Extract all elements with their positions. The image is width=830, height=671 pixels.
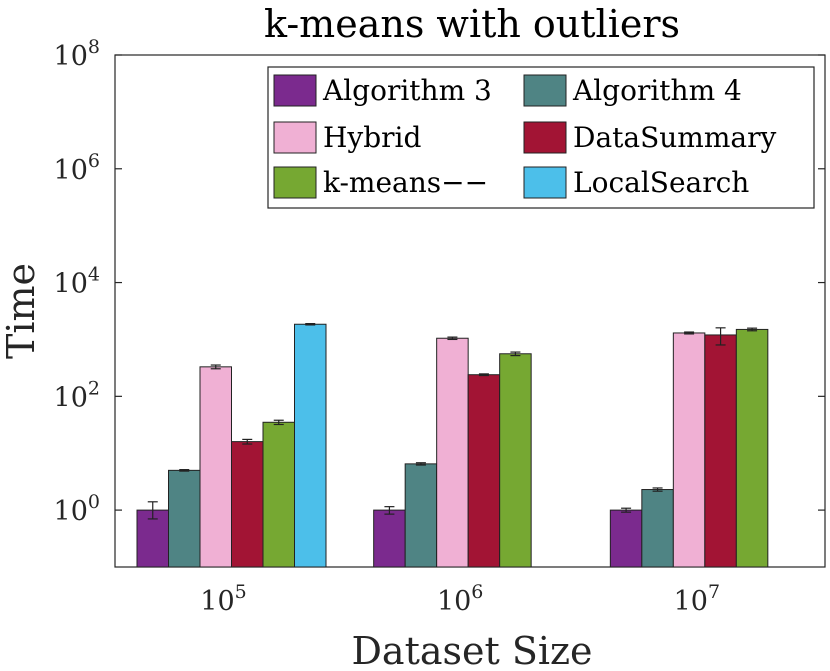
error-bar — [242, 438, 253, 445]
bar-algorithm-3-2 — [609, 509, 643, 568]
y-tick-label-base: 10 — [54, 155, 88, 186]
error-bar — [684, 331, 695, 335]
error-bar — [415, 462, 426, 466]
x-tick-label: 105 — [200, 581, 246, 617]
bar-hybrid-1 — [436, 337, 469, 568]
error-bar — [305, 322, 316, 326]
error-bars — [147, 322, 758, 520]
x-tick-label: 106 — [437, 581, 483, 617]
legend-item-localsearch: LocalSearch — [523, 166, 749, 199]
error-bar — [147, 501, 158, 520]
x-axis-title: Dataset Size — [351, 629, 592, 671]
x-tick-label-base: 10 — [674, 586, 708, 617]
y-tick-label: 106 — [54, 150, 100, 186]
y-tick-label-exponent: 8 — [88, 36, 100, 58]
error-bar — [179, 469, 190, 472]
bar-datasummary-1 — [467, 374, 501, 568]
error-bar — [210, 364, 221, 370]
legend-item-algorithm-3: Algorithm 3 — [273, 74, 492, 107]
bar-hybrid-0 — [199, 366, 232, 568]
x-tick-label: 107 — [674, 581, 720, 617]
error-bar — [447, 336, 458, 341]
bar-k-means-2 — [735, 328, 769, 568]
bar-algorithm-4-2 — [641, 489, 674, 568]
x-tick-label-exponent: 6 — [471, 581, 483, 603]
y-axis-title: Time — [0, 263, 43, 359]
x-tick-label-base: 10 — [200, 586, 234, 617]
bar-algorithm-4-1 — [404, 463, 438, 568]
bar-datasummary-0 — [231, 441, 264, 568]
bar-k-means-0 — [262, 421, 295, 568]
legend-swatch — [273, 166, 317, 199]
legend-label: LocalSearch — [573, 166, 749, 199]
legend-label: Algorithm 4 — [572, 74, 742, 107]
error-bar — [384, 506, 395, 515]
y-tick-label-exponent: 6 — [88, 150, 100, 172]
y-tick-label-exponent: 4 — [88, 264, 100, 286]
bar-algorithm-3-1 — [373, 509, 406, 568]
error-bar — [715, 327, 726, 346]
bar-localsearch-0 — [294, 323, 327, 568]
y-tick-label-base: 10 — [54, 496, 88, 527]
error-bar — [273, 419, 284, 426]
bar-datasummary-2 — [704, 334, 737, 568]
legend: Algorithm 3 Algorithm 4 Hybrid DataSummary k… — [267, 66, 815, 209]
y-tick-label: 104 — [54, 264, 100, 300]
legend-swatch — [523, 166, 567, 199]
legend-item-algorithm-4: Algorithm 4 — [523, 74, 742, 107]
x-tick-label-base: 10 — [437, 586, 471, 617]
y-tick-label: 108 — [54, 36, 100, 72]
legend-item-hybrid: Hybrid — [273, 121, 422, 154]
error-bar — [510, 351, 521, 357]
y-tick-label: 102 — [54, 377, 100, 413]
legend-label: DataSummary — [573, 121, 776, 154]
bar-k-means-1 — [499, 353, 532, 568]
legend-swatch — [523, 121, 567, 154]
legend-label: k-means−− — [323, 166, 488, 199]
y-tick-label-exponent: 2 — [88, 377, 100, 399]
y-tick-label-base: 10 — [54, 41, 88, 72]
y-tick-label-base: 10 — [54, 269, 88, 300]
x-tick-label-exponent: 7 — [708, 581, 720, 603]
bar-hybrid-2 — [672, 332, 706, 568]
legend-label: Hybrid — [323, 121, 422, 154]
y-tick-label: 100 — [54, 491, 100, 527]
legend-swatch — [523, 74, 567, 107]
error-bar — [652, 487, 663, 492]
x-tick-label-exponent: 5 — [235, 581, 247, 603]
legend-swatch — [273, 121, 317, 154]
y-tick-label-base: 10 — [54, 382, 88, 413]
legend-label: Algorithm 3 — [322, 74, 492, 107]
bar-algorithm-4-0 — [168, 469, 201, 568]
chart-title: k-means with outliers — [264, 2, 680, 46]
legend-item-datasummary: DataSummary — [523, 121, 776, 154]
legend-swatch — [273, 74, 317, 107]
legend-item-k-means: k-means−− — [273, 166, 488, 199]
error-bar — [621, 507, 632, 513]
error-bar — [478, 373, 489, 377]
error-bar — [747, 327, 758, 332]
y-tick-label-exponent: 0 — [88, 491, 100, 513]
